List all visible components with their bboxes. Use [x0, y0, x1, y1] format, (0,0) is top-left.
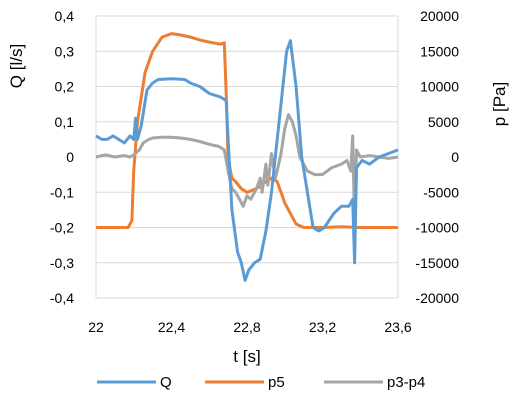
x-axis-ticks: 22 22,4 22,8 23,2 23,6 — [88, 319, 412, 335]
left-tick-label: 0 — [66, 149, 74, 165]
x-tick-label: 22,8 — [233, 319, 260, 335]
left-axis-title: Q [l/s] — [7, 44, 26, 88]
right-tick-label: 5000 — [428, 114, 459, 130]
right-tick-label: -15000 — [415, 255, 459, 271]
x-tick-label: 22,4 — [158, 319, 185, 335]
right-tick-label: -10000 — [415, 220, 459, 236]
right-tick-label: 0 — [451, 149, 459, 165]
x-axis-title: t [s] — [233, 347, 260, 366]
x-tick-label: 23,6 — [384, 319, 411, 335]
legend-label: p5 — [268, 374, 285, 391]
left-tick-label: -0,3 — [50, 255, 74, 271]
left-tick-label: -0,2 — [50, 220, 74, 236]
left-tick-label: 0,1 — [55, 114, 75, 130]
x-tick-label: 23,2 — [309, 319, 336, 335]
right-tick-label: -20000 — [415, 290, 459, 306]
left-tick-label: 0,3 — [55, 43, 75, 59]
right-axis-title: p [Pa] — [490, 82, 509, 126]
series-line-q — [95, 39, 399, 282]
left-tick-label: 0,4 — [55, 8, 75, 24]
right-tick-label: -5000 — [423, 184, 459, 200]
series-line-p3-p4 — [95, 113, 399, 229]
legend-label: p3-p4 — [387, 374, 425, 391]
left-tick-label: -0,4 — [50, 290, 74, 306]
legend-label: Q — [160, 374, 172, 391]
right-axis-ticks: 20000 15000 10000 5000 0 -5000 -10000 -15000 -20… — [415, 8, 459, 306]
left-tick-label: 0,2 — [55, 79, 75, 95]
series-lines — [95, 32, 399, 282]
right-tick-label: 10000 — [420, 79, 459, 95]
x-tick-label: 22 — [88, 319, 104, 335]
right-tick-label: 15000 — [420, 43, 459, 59]
left-axis-ticks: 0,4 0,3 0,2 0,1 0 -0,1 -0,2 -0,3 -0,4 — [50, 8, 74, 306]
right-tick-label: 20000 — [420, 8, 459, 24]
left-tick-label: -0,1 — [50, 184, 74, 200]
